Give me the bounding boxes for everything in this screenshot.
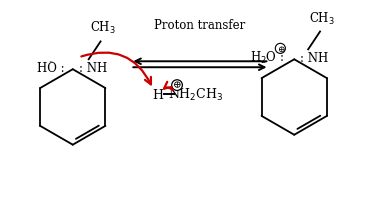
- Text: HO :: HO :: [37, 61, 65, 74]
- Text: CH$_3$: CH$_3$: [309, 10, 335, 26]
- Text: NH$_2$CH$_3$: NH$_2$CH$_3$: [168, 87, 224, 103]
- Text: CH$_3$: CH$_3$: [90, 20, 116, 36]
- Text: H$_2$O :: H$_2$O :: [250, 50, 284, 66]
- Text: ⊕: ⊕: [173, 81, 181, 90]
- Text: : NH: : NH: [300, 52, 329, 64]
- Text: H: H: [153, 88, 164, 101]
- Text: : NH: : NH: [79, 61, 107, 74]
- Text: ··: ··: [48, 58, 53, 66]
- Text: ⊕: ⊕: [277, 45, 284, 54]
- Text: Proton transfer: Proton transfer: [154, 18, 245, 32]
